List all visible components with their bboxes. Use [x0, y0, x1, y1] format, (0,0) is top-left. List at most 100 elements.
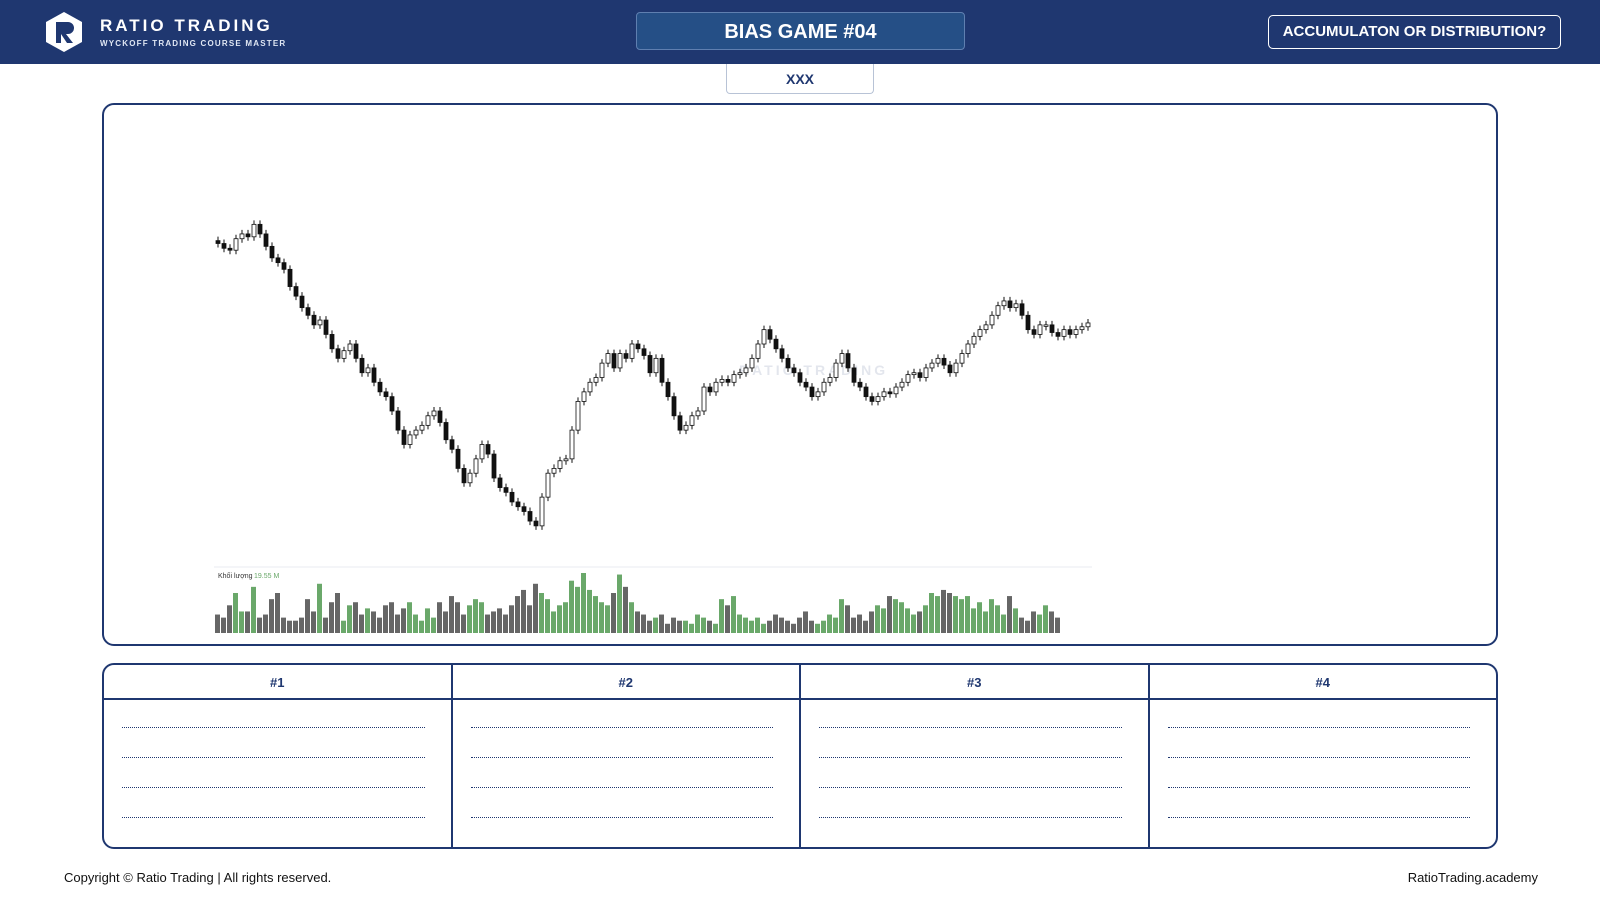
candle — [233, 238, 239, 251]
candle — [803, 381, 809, 388]
candle — [665, 381, 671, 398]
candle — [929, 362, 935, 369]
candle — [467, 472, 473, 484]
game-title: BIAS GAME #04 — [636, 12, 965, 50]
volume-bar — [479, 602, 484, 633]
candle — [827, 377, 833, 383]
candle — [1007, 300, 1013, 309]
candle — [329, 334, 335, 350]
volume-bar — [281, 617, 286, 633]
volume-bar — [731, 596, 736, 633]
volume-bar — [257, 617, 262, 633]
volume-bar — [605, 605, 610, 633]
candle — [449, 439, 455, 450]
website-link[interactable]: RatioTrading.academy — [1407, 870, 1538, 885]
notes-column-3: #3 — [801, 665, 1150, 847]
candle — [671, 396, 677, 417]
volume-bar — [611, 593, 616, 633]
candle — [701, 386, 707, 412]
volume-bar — [845, 605, 850, 633]
volume-bar — [761, 623, 766, 633]
volume-bar — [815, 623, 820, 633]
volume-bar — [215, 614, 220, 633]
candle — [485, 444, 491, 455]
candle — [371, 367, 377, 383]
volume-bar — [497, 608, 502, 633]
candle — [917, 372, 923, 378]
candle — [239, 233, 245, 240]
candle — [773, 338, 779, 350]
volume-bar — [263, 614, 268, 633]
candle — [551, 468, 557, 474]
candle — [335, 348, 341, 359]
volume-bar — [1049, 611, 1054, 633]
volume-bar — [245, 611, 250, 633]
volume-bar — [953, 596, 958, 633]
volume-bar — [965, 596, 970, 633]
volume-bar — [695, 614, 700, 633]
candle — [965, 343, 971, 354]
volume-bar — [707, 620, 712, 633]
candle — [317, 319, 323, 326]
volume-bar — [533, 583, 538, 633]
volume-bar — [905, 608, 910, 633]
volume-bar — [809, 620, 814, 633]
volume-bar — [947, 593, 952, 633]
candle — [737, 372, 743, 376]
header: RATIO TRADING WYCKOFF TRADING COURSE MAS… — [0, 0, 1600, 64]
volume-bar — [749, 620, 754, 633]
candle — [911, 372, 917, 376]
volume-bar — [485, 614, 490, 633]
volume-bar — [857, 614, 862, 633]
volume-bar — [785, 620, 790, 633]
volume-bar — [341, 620, 346, 633]
volume-bar — [767, 620, 772, 633]
volume-bar — [587, 589, 592, 633]
candle — [1037, 324, 1043, 335]
candle — [719, 379, 725, 383]
candle — [509, 491, 515, 503]
volume-bar — [1043, 605, 1048, 633]
question-button[interactable]: ACCUMULATON OR DISTRIBUTION? — [1268, 15, 1561, 49]
candle — [1061, 329, 1067, 337]
watermark: RATIO TRADING — [739, 362, 885, 378]
candle — [833, 362, 839, 378]
volume-bar — [647, 620, 652, 633]
volume-bar — [467, 605, 472, 633]
volume-bar — [221, 617, 226, 633]
candle — [983, 324, 989, 331]
candle — [323, 319, 329, 335]
volume-bar — [719, 599, 724, 633]
volume-bar — [575, 586, 580, 633]
volume-bar — [689, 623, 694, 633]
candle — [995, 305, 1001, 316]
candle — [353, 343, 359, 359]
volume-bar — [833, 617, 838, 633]
volume-bar — [359, 614, 364, 633]
brand-name: RATIO TRADING — [100, 16, 273, 35]
candle — [1079, 326, 1085, 331]
volume-bar — [593, 596, 598, 633]
volume-bar — [1007, 596, 1012, 633]
candle — [887, 391, 893, 395]
volume-bar — [1055, 617, 1060, 633]
notes-column-1: #1 — [104, 665, 453, 847]
volume-bar — [557, 605, 562, 633]
volume-bar — [635, 611, 640, 633]
candle — [461, 468, 467, 484]
candle — [857, 381, 863, 388]
candle — [557, 460, 563, 469]
candle — [923, 367, 929, 378]
volume-bar — [641, 614, 646, 633]
candle — [431, 410, 437, 417]
candle — [563, 458, 569, 462]
volume-bar — [329, 602, 334, 633]
volume-bar — [1025, 620, 1030, 633]
candle — [473, 458, 479, 474]
candle — [881, 391, 887, 398]
volume-bar — [401, 608, 406, 633]
volume-bar — [515, 596, 520, 633]
candle — [377, 381, 383, 393]
volume-bar — [449, 596, 454, 633]
candle — [479, 444, 485, 460]
